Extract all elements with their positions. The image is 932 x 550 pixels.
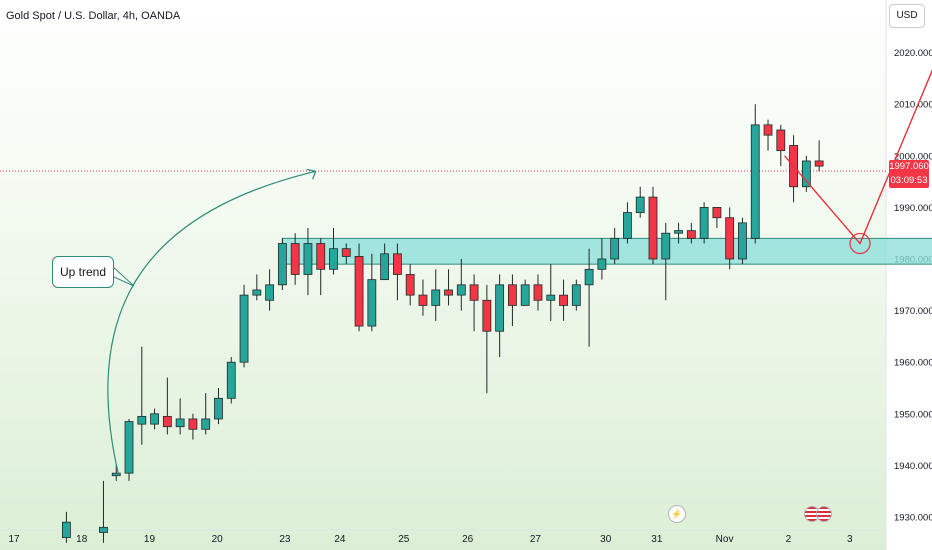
lightning-icon[interactable]: ⚡ — [668, 505, 686, 523]
candle-up — [201, 418, 211, 430]
candle-up — [329, 248, 338, 270]
x-tick-label: 27 — [530, 534, 542, 545]
x-tick-label: 31 — [651, 534, 663, 545]
uptrend-arrowhead — [306, 168, 317, 180]
candle-up — [214, 397, 223, 420]
candle-up — [367, 279, 377, 327]
x-tick-label: 25 — [398, 534, 410, 545]
y-tick-label: 1930.000 — [894, 513, 932, 524]
candle-up — [495, 284, 505, 332]
x-tick-label: 24 — [334, 534, 346, 545]
candle-up — [111, 472, 121, 477]
candle-up — [661, 232, 671, 260]
candle-down — [162, 415, 172, 428]
y-tick-label: 2010.000 — [894, 100, 932, 111]
candle-up — [303, 243, 313, 275]
callout-pointer — [111, 265, 135, 287]
chart-title: Gold Spot / U.S. Dollar, 4h, OANDA — [6, 10, 181, 22]
candle-up — [175, 418, 185, 428]
target-circle — [849, 232, 871, 255]
uptrend-curve — [107, 170, 316, 476]
x-tick-label: 20 — [212, 534, 224, 545]
candle-up — [456, 284, 466, 296]
support-zone — [281, 237, 932, 265]
candle-up — [61, 521, 71, 539]
candle-up — [571, 284, 581, 306]
y-tick-label: 1990.000 — [894, 203, 932, 214]
candle-down — [354, 256, 364, 327]
x-tick-label: Nov — [716, 534, 734, 545]
candle-down — [290, 243, 300, 275]
countdown-timer: 03:09:53 — [890, 175, 928, 186]
candle-up — [265, 284, 275, 301]
x-tick-label: 17 — [8, 534, 20, 545]
candle-up — [801, 160, 811, 188]
current-price-value: 1997.060 — [889, 161, 929, 172]
candle-up — [584, 268, 594, 286]
y-tick-label: 2000.000 — [894, 151, 932, 162]
x-tick-label: 23 — [279, 534, 291, 545]
candle-down — [686, 230, 696, 239]
x-tick-label: 26 — [462, 534, 474, 545]
y-tick-label: 2020.000 — [894, 48, 932, 59]
candle-up — [137, 415, 147, 425]
candle-up — [546, 294, 556, 301]
current-price-tag: 1997.060 03:09:53 — [889, 160, 929, 188]
candle-up — [674, 230, 683, 234]
candle-up — [750, 124, 760, 239]
currency-button[interactable]: USD — [889, 4, 925, 28]
y-tick-label: 1960.000 — [894, 358, 932, 369]
candle-down — [188, 418, 198, 430]
candle-up — [431, 289, 441, 306]
y-tick-label: 1950.000 — [894, 409, 932, 420]
candle-up — [738, 222, 747, 260]
x-tick-label: 3 — [847, 534, 853, 545]
candle-down — [648, 196, 658, 260]
candle-up — [699, 206, 709, 239]
candle-down — [508, 284, 517, 306]
candle-up — [252, 289, 262, 296]
candle-down — [763, 124, 773, 136]
x-tick-label: 18 — [76, 534, 88, 545]
candle-down — [469, 284, 479, 301]
candle-down — [405, 274, 415, 296]
candle-up — [597, 258, 607, 270]
candle-up — [124, 421, 134, 474]
candle-down — [316, 243, 326, 270]
x-tick-label: 30 — [600, 534, 612, 545]
candle-down — [341, 248, 351, 257]
candle-down — [444, 289, 453, 296]
forecast-path — [784, 69, 932, 245]
candle-up — [380, 253, 390, 281]
candle-down — [712, 206, 722, 219]
candle-up — [226, 361, 236, 399]
candle-up — [623, 212, 632, 239]
candle-up — [99, 526, 108, 533]
candle-down — [814, 160, 824, 167]
us-flag-icon[interactable] — [816, 506, 832, 522]
price-axis-panel — [886, 0, 932, 550]
candle-down — [533, 284, 543, 301]
candle-down — [776, 129, 786, 152]
candle-up — [277, 243, 287, 286]
uptrend-callout[interactable]: Up trend — [52, 256, 114, 288]
candle-up — [610, 237, 620, 260]
candle-down — [725, 217, 735, 260]
y-tick-label: 1970.000 — [894, 306, 932, 317]
x-tick-label: 19 — [144, 534, 156, 545]
candle-down — [392, 253, 402, 275]
candle-down — [482, 299, 492, 332]
candle-up — [239, 294, 249, 363]
candle-down — [418, 294, 428, 306]
x-tick-label: 2 — [786, 534, 792, 545]
y-tick-label: 1940.000 — [894, 461, 932, 472]
candle-up — [150, 413, 159, 425]
candle-up — [520, 284, 530, 306]
candle-down — [559, 294, 568, 306]
candle-up — [635, 196, 645, 213]
